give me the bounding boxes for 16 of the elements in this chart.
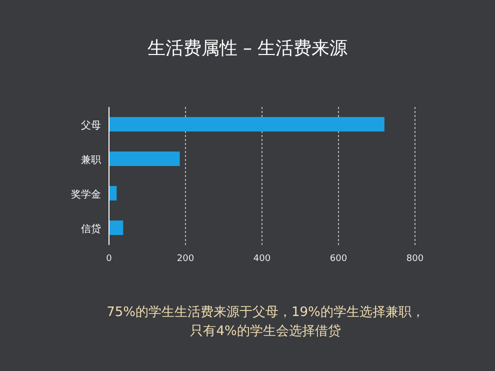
bar: [109, 220, 124, 235]
bar: [109, 186, 117, 200]
y-tick-label: 奖学金: [71, 188, 101, 200]
x-tick-label: 0: [106, 254, 112, 264]
y-tick-label: 兼职: [81, 154, 101, 166]
chart-title: 生活费属性 – 生活费来源: [147, 38, 348, 59]
y-tick-label: 信贷: [81, 222, 101, 235]
x-tick-label: 800: [406, 254, 424, 264]
bar: [109, 152, 180, 166]
y-tick-label: 父母: [81, 119, 101, 132]
x-tick-label: 400: [253, 254, 271, 264]
text: 75%的学生生活费来源于父母，19%的学生选择兼职，: [106, 305, 424, 320]
bar: [109, 117, 384, 132]
text: 只有4%的学生会选择借贷: [190, 324, 341, 339]
x-tick-label: 600: [330, 254, 348, 264]
x-tick-label: 200: [176, 254, 194, 264]
